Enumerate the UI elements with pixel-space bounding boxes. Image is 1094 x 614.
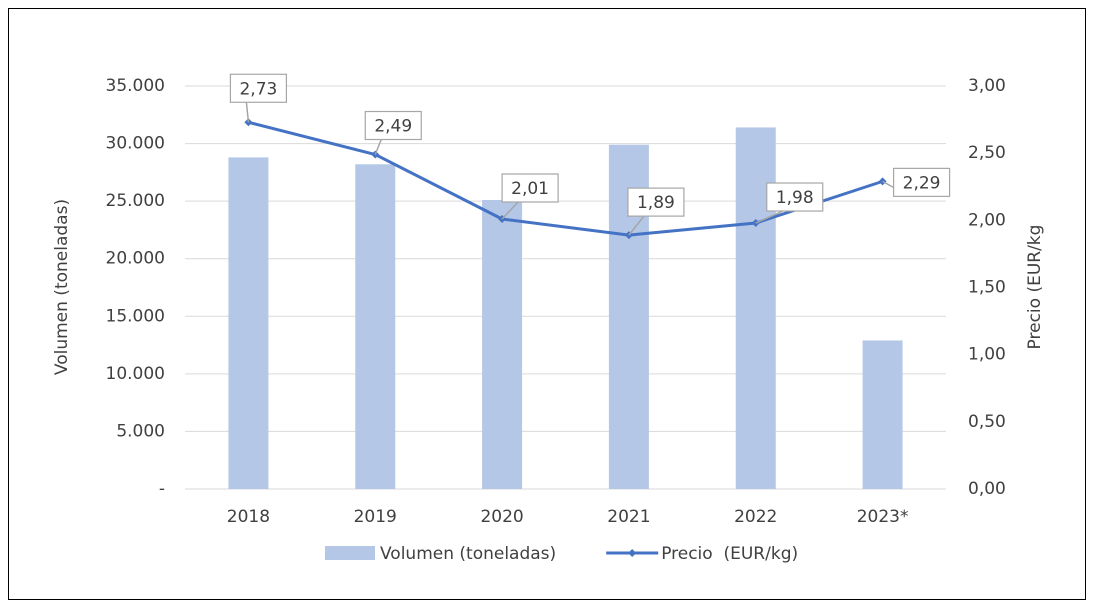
x-tick-label: 2019 <box>354 507 397 527</box>
data-label: 2,01 <box>511 179 549 199</box>
y-tick-label: 10.000 <box>106 364 165 384</box>
y-axis-title: Volumen (toneladas) <box>52 199 72 375</box>
y-tick-label: - <box>159 479 165 499</box>
y-tick-label: 20.000 <box>106 249 165 269</box>
y2-tick-label: 3,00 <box>968 76 1006 96</box>
data-label: 2,49 <box>374 117 412 137</box>
label-box <box>364 110 422 141</box>
label-leader <box>374 139 382 155</box>
y-tick-label: 30.000 <box>106 134 165 154</box>
legend-label: Volumen (toneladas) <box>380 544 556 564</box>
y2-tick-label: 2,50 <box>968 143 1006 163</box>
x-tick-label: 2022 <box>734 507 777 527</box>
y2-tick-label: 1,50 <box>968 278 1006 298</box>
bar <box>228 157 269 490</box>
x-tick-label: 2020 <box>480 507 523 527</box>
x-tick-label: 2023* <box>857 507 909 527</box>
label-box <box>766 182 824 212</box>
legend-marker <box>628 549 637 557</box>
bar <box>862 340 903 489</box>
bar <box>735 127 776 490</box>
label-leader <box>245 102 250 123</box>
legend-swatch <box>325 546 375 560</box>
x-tick-label: 2021 <box>607 507 650 527</box>
bar <box>482 199 523 489</box>
y2-tick-label: 2,00 <box>968 210 1006 230</box>
label-box <box>229 73 288 103</box>
label-leader <box>755 210 784 224</box>
label-box <box>627 187 685 217</box>
chart-frame <box>8 8 1086 600</box>
data-label: 2,73 <box>239 79 277 99</box>
y2-tick-label: 0,00 <box>968 479 1006 499</box>
data-label: 1,98 <box>776 188 814 208</box>
y-tick-label: 35.000 <box>106 76 165 96</box>
bar <box>355 164 396 489</box>
label-box <box>501 173 559 203</box>
y2-tick-label: 1,00 <box>968 345 1006 365</box>
x-tick-label: 2018 <box>227 507 270 527</box>
label-box <box>892 167 951 197</box>
label-leader <box>501 201 519 220</box>
label-leader <box>628 215 645 236</box>
y-tick-label: 5.000 <box>116 421 165 441</box>
data-label: 2,29 <box>903 173 941 193</box>
legend-label: Precio (EUR/kg) <box>661 544 798 564</box>
y-tick-label: 25.000 <box>106 191 165 211</box>
y-tick-label: 15.000 <box>106 306 165 326</box>
data-label: 1,89 <box>637 193 675 213</box>
line <box>248 120 884 237</box>
y2-tick-label: 0,50 <box>968 412 1006 432</box>
y2-axis-title: Precio (EUR/kg <box>1025 225 1045 350</box>
